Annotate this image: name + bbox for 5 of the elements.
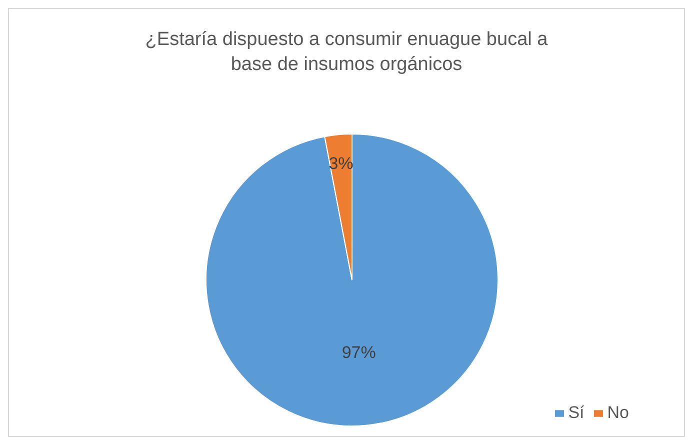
legend-label: No	[607, 403, 629, 422]
chart-title: ¿Estaría dispuesto a consumir enuague bucal a base de insumos orgánicos	[144, 28, 549, 77]
data-label: 97%	[342, 343, 376, 362]
pie-slice	[206, 134, 498, 426]
legend-label: Sí	[568, 403, 584, 422]
